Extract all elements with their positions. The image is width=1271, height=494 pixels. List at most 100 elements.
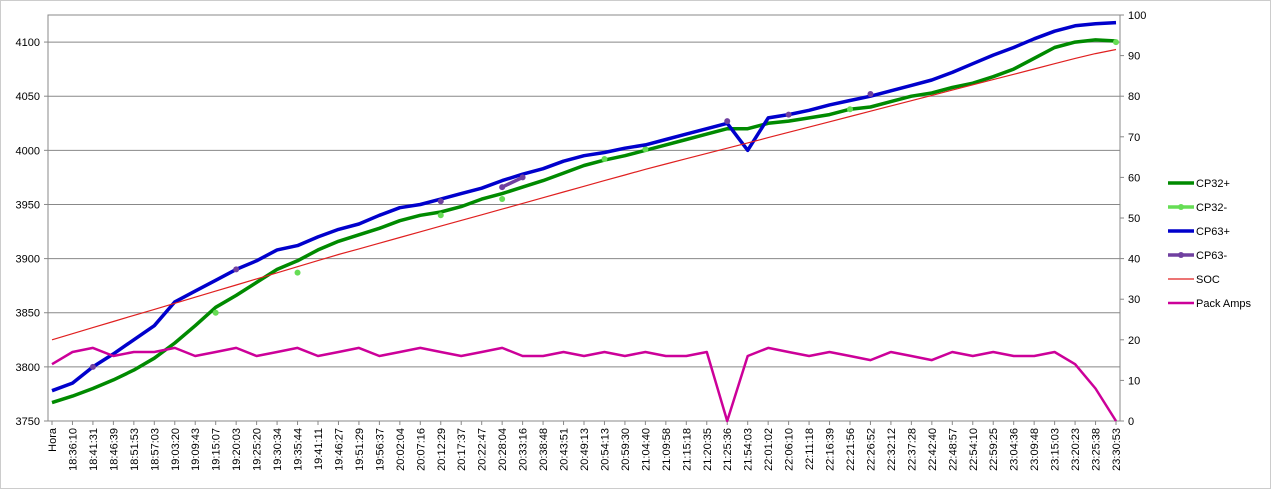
legend-label: CP63-: [1196, 250, 1228, 262]
series-line: [51, 20, 1117, 393]
y2-tick-label: 20: [1128, 335, 1140, 347]
y2-tick-label: 30: [1128, 294, 1140, 306]
series-line: [51, 38, 1117, 405]
series-marker: [847, 106, 853, 113]
y2-tick-label: 50: [1128, 213, 1140, 225]
x-tick-label: 23:09:48: [1029, 428, 1041, 471]
x-tick-label: 20:22:47: [477, 428, 489, 471]
y2-tick-label: 40: [1128, 254, 1140, 266]
legend-label: CP32+: [1196, 178, 1230, 190]
x-tick-label: 23:20:23: [1070, 428, 1082, 471]
series-marker: [89, 363, 96, 370]
y2-tick-label: 100: [1128, 10, 1146, 22]
series-marker: [437, 212, 444, 219]
x-tick-label: 22:59:25: [988, 428, 1000, 471]
legend-marker: [1178, 252, 1184, 258]
x-tick-label: 18:57:03: [149, 428, 161, 471]
legend-label: Pack Amps: [1196, 298, 1252, 310]
x-tick-label: 22:16:39: [825, 428, 837, 471]
x-tick-label: 19:15:07: [211, 428, 223, 471]
x-tick-label: 23:15:03: [1050, 428, 1062, 471]
legend-label: CP63+: [1196, 226, 1230, 238]
x-tick-label: 19:41:11: [313, 428, 325, 470]
series-marker: [499, 196, 506, 203]
x-tick-label: 19:20:03: [231, 428, 243, 471]
series-line: [501, 175, 524, 189]
series-marker: [601, 155, 608, 162]
series-marker: [519, 174, 526, 181]
x-tick-label: 20:12:29: [436, 428, 448, 471]
x-tick-label: 18:41:31: [88, 428, 100, 471]
x-tick-label: 22:01:02: [763, 428, 775, 471]
y-tick-label: 4100: [16, 37, 40, 49]
x-tick-label: 22:11:18: [804, 428, 816, 470]
x-tick-label: 20:33:16: [518, 428, 530, 471]
x-tick-label: 20:59:30: [620, 428, 632, 471]
x-tick-label: 20:54:13: [599, 428, 611, 471]
y-tick-label: 4000: [16, 145, 40, 157]
x-tick-label: 18:36:10: [67, 428, 79, 471]
x-tick-label: 23:30:53: [1111, 428, 1123, 471]
x-tick-label: 18:51:53: [129, 428, 141, 471]
x-tick-label: 18:46:39: [108, 428, 120, 471]
y-tick-label: 3850: [16, 308, 40, 320]
x-tick-label: 19:46:27: [333, 428, 345, 471]
x-tick-label: 22:21:56: [845, 428, 857, 471]
x-tick-label: 19:30:34: [272, 428, 284, 471]
y-tick-label: 3800: [16, 362, 40, 374]
y2-tick-label: 60: [1128, 172, 1140, 184]
x-tick-label: 20:28:04: [497, 428, 509, 471]
series-marker: [642, 146, 649, 153]
y-tick-label: 4050: [16, 91, 40, 103]
y-tick-label: 3750: [16, 416, 40, 428]
x-tick-label: 22:48:57: [947, 428, 959, 471]
y2-tick-label: 80: [1128, 91, 1140, 103]
legend-label: CP32-: [1196, 202, 1228, 214]
x-tick-label: 23:25:38: [1091, 428, 1103, 471]
x-tick-label: 22:37:28: [906, 428, 918, 471]
x-tick-label: 19:51:29: [354, 428, 366, 471]
x-tick-label: 20:38:48: [538, 428, 550, 471]
series-marker: [867, 91, 874, 98]
y2-tick-label: 90: [1128, 51, 1140, 63]
series-marker: [212, 309, 219, 316]
x-tick-label: 20:07:16: [415, 428, 427, 471]
x-tick-label: 22:26:52: [865, 428, 877, 471]
series-marker: [785, 111, 792, 118]
x-tick-label: 20:02:04: [395, 428, 407, 471]
x-tick-label: 19:09:43: [190, 428, 202, 471]
y-tick-label: 3950: [16, 199, 40, 211]
series-marker: [294, 269, 301, 276]
x-tick-label: 19:35:44: [293, 428, 305, 471]
x-tick-label: 21:54:03: [743, 428, 755, 471]
x-tick-label: 20:17:37: [456, 428, 468, 471]
series-marker: [1113, 39, 1119, 46]
series-marker: [499, 184, 506, 191]
x-tick-label: 20:43:51: [559, 428, 571, 471]
series-marker: [233, 266, 240, 273]
series-line: [51, 346, 1118, 423]
x-tick-label: 19:25:20: [252, 428, 264, 471]
x-tick-label: 22:42:40: [927, 428, 939, 471]
y2-tick-label: 0: [1128, 416, 1134, 428]
x-tick-label: 22:32:12: [886, 428, 898, 471]
x-tick-label: 21:09:58: [661, 428, 673, 471]
x-tick-label: 21:04:40: [640, 428, 652, 471]
series-line: [51, 48, 1117, 341]
series-marker: [724, 118, 731, 125]
legend-label: SOC: [1196, 274, 1220, 286]
x-tick-label: 21:15:18: [681, 428, 693, 471]
y2-tick-label: 10: [1128, 375, 1140, 387]
x-tick-label: 21:25:36: [722, 428, 734, 471]
x-tick-label: 20:49:13: [579, 428, 591, 471]
y2-tick-label: 70: [1128, 132, 1140, 144]
x-tick-label: 19:03:20: [170, 428, 182, 471]
y-tick-label: 3900: [16, 254, 40, 266]
x-tick-label: Hora: [47, 427, 59, 452]
x-tick-label: 19:56:37: [374, 428, 386, 471]
x-tick-label: 23:04:36: [1009, 428, 1021, 471]
x-tick-label: 22:54:10: [968, 428, 980, 471]
series-marker: [437, 198, 444, 205]
